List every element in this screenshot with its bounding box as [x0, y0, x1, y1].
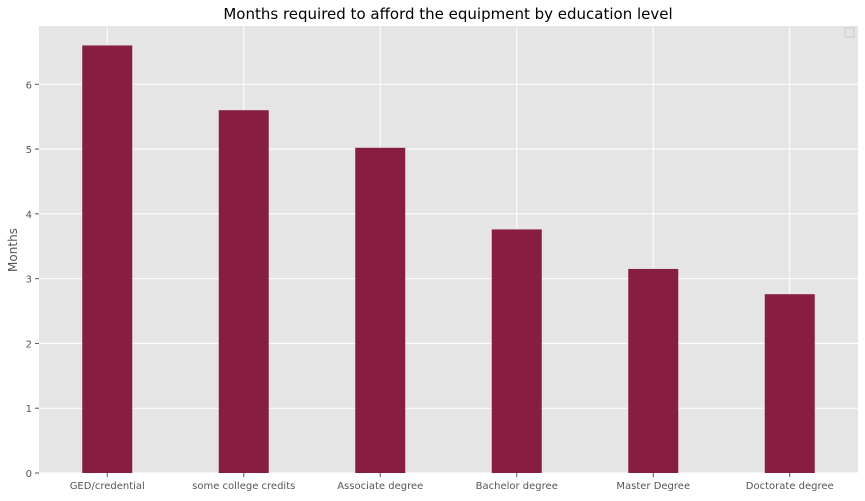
- bar-some-college-credits: [218, 110, 269, 473]
- y-tick-label: 3: [26, 275, 32, 286]
- x-tick-label: GED/credential: [70, 481, 145, 492]
- bars: [82, 45, 815, 473]
- y-tick-label: 5: [26, 145, 32, 156]
- x-tick-label: Doctorate degree: [746, 481, 834, 492]
- bar-bachelor-degree: [491, 229, 542, 473]
- y-axis-ticks: 0 1 2 3 4 5 6: [26, 80, 39, 480]
- y-tick-label: 2: [26, 339, 32, 350]
- plot-area: [39, 26, 858, 473]
- y-tick-label: 0: [26, 469, 32, 480]
- y-axis-label: Months: [6, 228, 20, 272]
- bar-associate-degree: [355, 147, 406, 473]
- x-axis-ticks: GED/credential some college credits Associ…: [70, 473, 834, 492]
- x-tick-label: some college credits: [192, 481, 295, 492]
- y-tick-label: 6: [26, 80, 32, 91]
- x-tick-label: Master Degree: [616, 481, 690, 492]
- chart-title: Months required to afford the equipment …: [223, 5, 672, 23]
- bar-master-degree: [628, 268, 679, 473]
- y-tick-label: 4: [26, 210, 32, 221]
- x-tick-label: Associate degree: [337, 481, 423, 492]
- legend-box: [844, 27, 855, 38]
- bar-doctorate-degree: [764, 294, 815, 473]
- x-tick-label: Bachelor degree: [476, 481, 558, 492]
- y-tick-label: 1: [26, 404, 32, 415]
- bar-ged-credential: [82, 45, 133, 473]
